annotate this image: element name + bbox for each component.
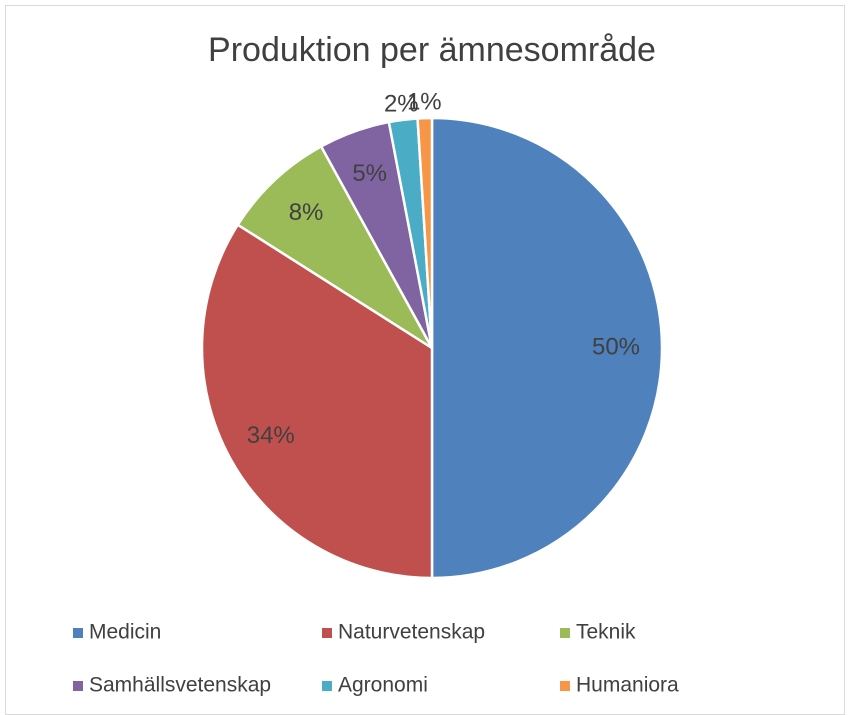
legend-label: Medicin: [89, 621, 161, 644]
chart-title: Produktion per ämnesområde: [208, 31, 656, 69]
legend-marker: [560, 628, 570, 638]
data-label: 5%: [352, 160, 387, 187]
data-label: 50%: [592, 333, 640, 360]
legend-marker: [322, 628, 332, 638]
pie-slice: [236, 144, 434, 350]
legend-label: Agronomi: [338, 674, 428, 697]
pie-slice: [416, 116, 434, 349]
pie-slice: [200, 223, 434, 580]
legend-label: Naturvetenskap: [338, 621, 485, 644]
data-label: 1%: [407, 88, 442, 115]
pie-slice: [430, 116, 664, 580]
legend-label: Samhällsvetenskap: [89, 674, 271, 697]
legend-marker: [322, 681, 332, 691]
legend-marker: [73, 681, 83, 691]
data-label: 2%: [384, 90, 419, 117]
data-label: 8%: [289, 199, 324, 226]
legend-label: Humaniora: [576, 674, 679, 697]
legend-label: Teknik: [576, 621, 636, 644]
data-label: 34%: [247, 422, 295, 449]
legend-marker: [73, 628, 83, 638]
legend-marker: [560, 681, 570, 691]
